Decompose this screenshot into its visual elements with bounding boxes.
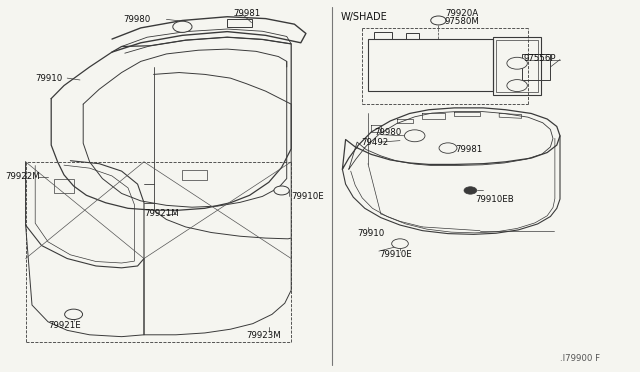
Text: 79922M: 79922M xyxy=(5,172,40,181)
Bar xyxy=(522,54,550,80)
Circle shape xyxy=(439,143,457,153)
Text: 79923M: 79923M xyxy=(246,331,281,340)
Bar xyxy=(493,37,541,95)
Circle shape xyxy=(464,187,477,194)
Text: 79981: 79981 xyxy=(456,145,483,154)
Text: 79921E: 79921E xyxy=(48,321,81,330)
Text: .I79900 F: .I79900 F xyxy=(560,355,600,363)
Text: W/SHADE: W/SHADE xyxy=(341,12,388,22)
Bar xyxy=(182,170,207,180)
Circle shape xyxy=(65,309,83,320)
Text: 79980: 79980 xyxy=(374,128,402,137)
Circle shape xyxy=(274,186,289,195)
Circle shape xyxy=(392,239,408,248)
Circle shape xyxy=(507,57,527,69)
Bar xyxy=(227,19,252,27)
Bar xyxy=(374,32,392,39)
Circle shape xyxy=(431,16,446,25)
Text: 79910EB: 79910EB xyxy=(475,195,514,203)
Bar xyxy=(406,33,419,39)
Circle shape xyxy=(507,80,527,92)
Text: 79980: 79980 xyxy=(123,15,150,24)
Text: 79910E: 79910E xyxy=(291,192,324,201)
Text: 79920A: 79920A xyxy=(445,9,478,17)
Circle shape xyxy=(173,21,192,32)
Text: 79910E: 79910E xyxy=(379,250,412,259)
Text: 79910: 79910 xyxy=(35,74,63,83)
Text: 79492: 79492 xyxy=(362,138,389,147)
Text: 79910: 79910 xyxy=(357,229,385,238)
Text: 97580M: 97580M xyxy=(445,17,479,26)
Bar xyxy=(368,39,493,91)
Text: 97556P: 97556P xyxy=(524,54,556,63)
Text: 79981: 79981 xyxy=(234,9,261,17)
Bar xyxy=(54,179,74,193)
Text: 79921M: 79921M xyxy=(144,209,179,218)
Bar xyxy=(496,40,538,92)
Circle shape xyxy=(404,130,425,142)
